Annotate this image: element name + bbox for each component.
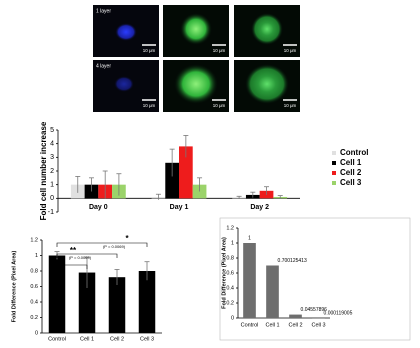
y-tick-label: 2 <box>50 168 54 175</box>
y-tick-label: 3 <box>50 154 54 161</box>
x-tick-label: Control <box>48 336 66 342</box>
x-tick-label: Control <box>241 322 259 328</box>
row-label: 4 layer <box>96 63 111 69</box>
legend-label: Control <box>340 148 368 157</box>
scale-label: 10 μm <box>213 103 226 108</box>
significance-bracket <box>56 264 88 269</box>
annotation: * <box>125 234 129 243</box>
x-tick-label: Cell 3 <box>311 322 325 328</box>
value-label: 1 <box>248 235 251 241</box>
bar <box>78 272 96 333</box>
x-tick-label: Day 2 <box>250 204 269 211</box>
scale-label: 10 μm <box>143 48 156 53</box>
y-tick-label: 1.2 <box>30 237 38 243</box>
y-tick-label: -1 <box>48 209 54 216</box>
nucleus <box>115 23 137 41</box>
y-tick-label: 0.2 <box>226 300 234 306</box>
x-tick-label: Day 1 <box>170 204 189 211</box>
x-tick-label: Cell 1 <box>265 322 279 328</box>
scale-label: 10 μm <box>284 48 297 53</box>
x-tick-label: Cell 3 <box>140 336 154 342</box>
cell <box>180 13 212 45</box>
scale-label: 10 μm <box>284 103 297 108</box>
bar <box>179 146 193 199</box>
y-tick-label: 5 <box>50 127 54 134</box>
value-label: 0.04557896 <box>301 307 328 313</box>
significance-bracket <box>56 253 118 258</box>
value-label: 0.700125413 <box>278 258 307 264</box>
legend-swatch <box>332 171 336 175</box>
x-tick-label: Cell 2 <box>288 322 302 328</box>
scale-label: 10 μm <box>213 48 226 53</box>
nucleus <box>114 76 134 92</box>
y-axis-label: Fold Difference (Pixel Area) <box>11 251 17 323</box>
y-tick-label: 0.4 <box>226 285 234 291</box>
x-tick-label: Cell 1 <box>80 336 94 342</box>
cell <box>251 13 283 45</box>
y-tick-label: 1 <box>231 240 234 246</box>
bar <box>108 277 126 333</box>
y-axis-label: Fold cell number increase <box>39 121 48 220</box>
annotation: ns <box>56 264 60 269</box>
annotation: (P = 0.0069) <box>103 244 126 249</box>
x-tick-label: Day 0 <box>89 204 108 211</box>
y-tick-label: 1.2 <box>226 225 234 231</box>
y-tick-label: 1 <box>35 253 38 259</box>
y-tick-label: 0 <box>50 195 54 202</box>
legend-label: Cell 2 <box>340 168 362 177</box>
legend-label: Cell 3 <box>340 178 362 187</box>
micrographs: 1 layer 4 layer 10 μm 10 μm 10 μm 10 μm … <box>93 5 300 112</box>
legend-label: Cell 1 <box>340 158 362 167</box>
annotation: (P = 0.0069) <box>69 255 92 260</box>
y-tick-label: 0.2 <box>30 315 38 321</box>
row-label: 1 layer <box>96 8 111 14</box>
x-tick-label: Cell 2 <box>110 336 124 342</box>
y-axis-label: Fold Difference (Pixel Area) <box>221 237 227 309</box>
bar <box>289 314 302 318</box>
significance-bracket <box>56 242 148 247</box>
y-tick-label: 0.8 <box>30 268 38 274</box>
legend-swatch <box>332 181 336 185</box>
cell <box>174 64 218 104</box>
bar <box>48 255 66 333</box>
y-tick-label: 0 <box>35 330 38 336</box>
bar <box>266 265 279 318</box>
value-label: 0.000119005 <box>324 310 353 316</box>
bar <box>243 243 256 318</box>
panel-frame <box>219 217 411 341</box>
bar <box>165 162 179 199</box>
cell <box>245 64 289 104</box>
y-tick-label: 0.4 <box>30 299 38 305</box>
legend-swatch <box>332 151 336 155</box>
y-tick-label: 1 <box>50 182 54 189</box>
y-tick-label: 0.6 <box>226 270 234 276</box>
y-tick-label: 0.8 <box>226 255 234 261</box>
annotation: ** <box>70 246 77 255</box>
y-tick-label: 0.6 <box>30 284 38 290</box>
scale-label: 10 μm <box>143 103 156 108</box>
y-tick-label: 4 <box>50 141 54 148</box>
y-tick-label: 0 <box>231 315 234 321</box>
bar <box>138 271 156 333</box>
legend-swatch <box>332 161 336 165</box>
